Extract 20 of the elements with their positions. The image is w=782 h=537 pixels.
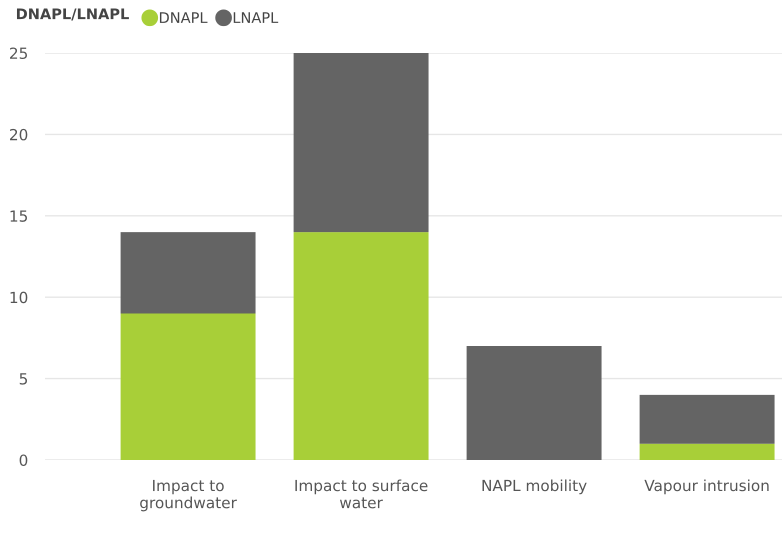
y-tick-label: 20: [10, 128, 28, 140]
bar: [466, 346, 602, 460]
y-tick-label: 0: [20, 454, 28, 466]
y-tick-label: 25: [10, 47, 27, 60]
y-tick-label: 15: [10, 210, 27, 222]
bar: [294, 53, 429, 232]
x-tick-label: Impact to groundwater: [140, 480, 237, 512]
bar: [640, 394, 775, 444]
legend-title: DNAPL/LNAPL: [16, 8, 129, 20]
bar: [120, 313, 256, 460]
y-tick-label: 5: [20, 373, 27, 385]
x-tick-label: Impact to surface water: [295, 479, 428, 508]
x-tick-label: Vapour intrusion: [644, 479, 769, 494]
y-tick-label: 10: [10, 292, 28, 304]
legend-label: LNAPL: [234, 12, 278, 23]
bar: [294, 232, 429, 460]
x-tick-label: NAPL mobility: [482, 479, 587, 494]
bar: [120, 232, 256, 314]
legend-label: DNAPL: [160, 12, 208, 23]
bar: [640, 444, 775, 460]
